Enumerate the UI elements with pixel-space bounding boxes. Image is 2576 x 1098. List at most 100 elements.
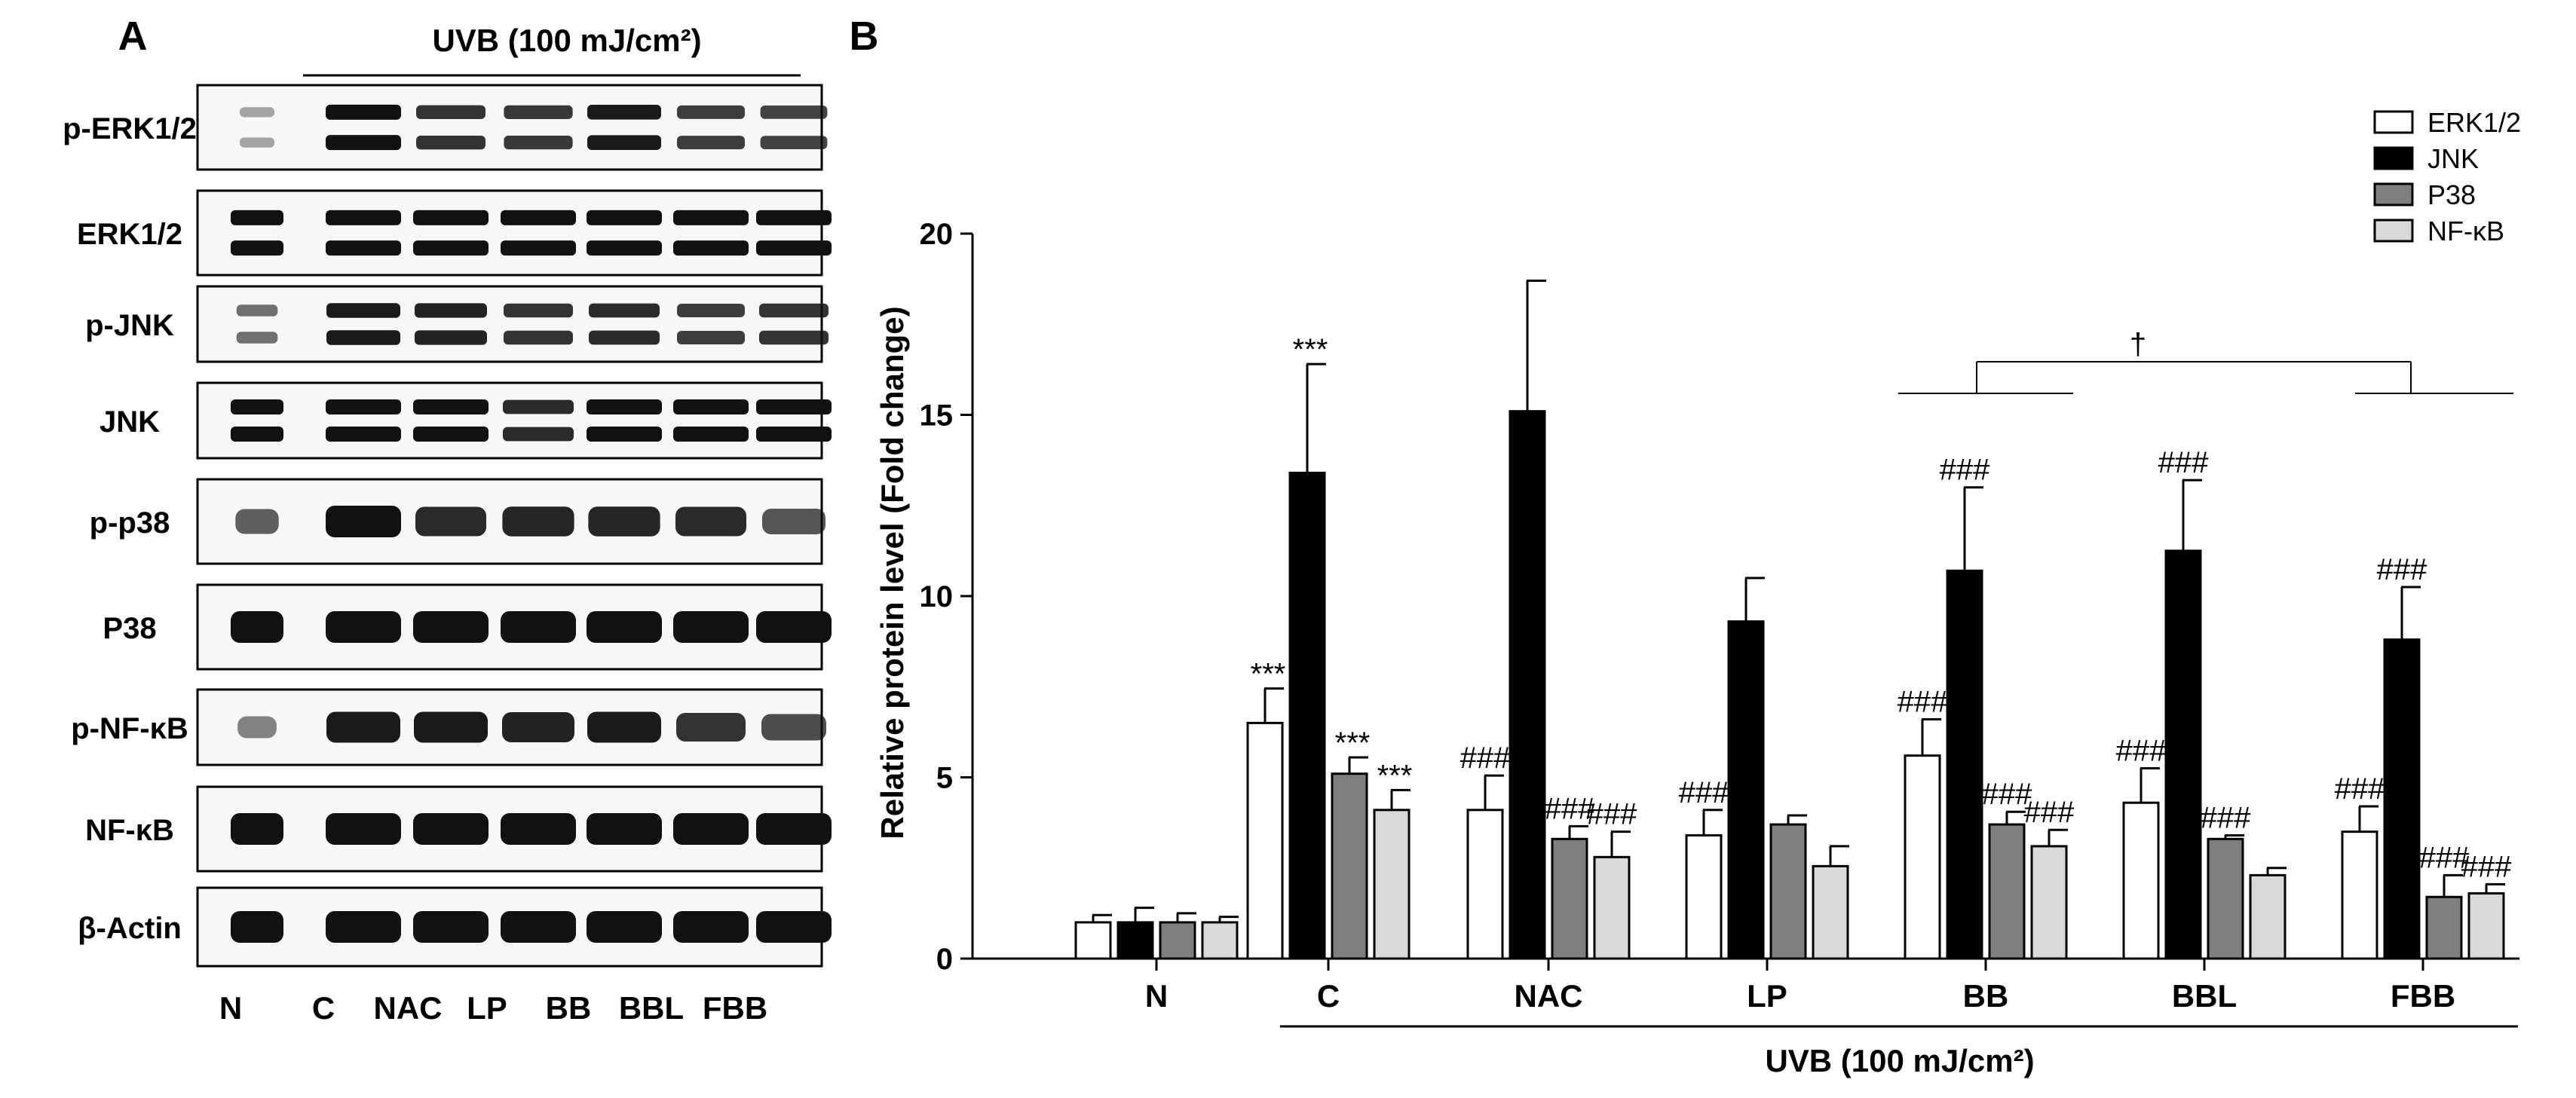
blot-band <box>756 210 832 225</box>
bar <box>2383 638 2421 960</box>
blot-band <box>756 427 832 442</box>
bar <box>1685 833 1723 960</box>
bar <box>1201 921 1239 960</box>
blot-label: β-Actin <box>78 912 182 945</box>
blot-row-p-nf-b: p-NF-κB <box>71 688 826 766</box>
blot-band <box>587 210 662 225</box>
bar <box>2467 892 2505 960</box>
significance-stars: *** <box>1293 333 1328 366</box>
significance-stars: *** <box>1335 726 1371 760</box>
blot-band <box>756 240 832 256</box>
blot-band <box>326 210 401 225</box>
bar <box>1812 864 1849 960</box>
blot-band <box>673 911 749 943</box>
blot-band <box>236 304 278 317</box>
blot-band <box>231 611 283 643</box>
series-nf-b <box>1201 788 2505 960</box>
bar <box>1074 921 1112 960</box>
blot-frame <box>196 381 823 460</box>
blot-band <box>760 136 828 150</box>
blot-band <box>503 399 574 414</box>
blot-band <box>413 399 489 414</box>
bar <box>1373 809 1411 960</box>
x-tick-label-nac: NAC <box>1515 978 1583 1014</box>
x-axis-title: UVB (100 mJ/cm²) <box>1765 1043 2034 1078</box>
blot-band <box>756 911 832 943</box>
lane-label-bb: BB <box>546 990 592 1026</box>
legend: ERK1/2 JNK P38 NF-κB <box>2373 107 2521 246</box>
lane-label-c: C <box>312 990 335 1026</box>
x-tick-label-fbb: FBB <box>2391 978 2455 1014</box>
bar <box>2425 895 2463 960</box>
comparison-bracket: † <box>1898 328 2513 394</box>
blot-band <box>677 304 745 317</box>
blot-band <box>326 711 400 743</box>
blot-label: p-JNK <box>85 309 174 342</box>
y-tick-label: 5 <box>936 762 953 795</box>
bar <box>2030 845 2068 960</box>
blot-band <box>415 330 487 345</box>
bar <box>2164 549 2202 960</box>
lane-label-lp: LP <box>467 990 507 1026</box>
blot-band <box>761 714 826 741</box>
blot-band <box>587 105 661 120</box>
panel-b-bar-chart: B Relative protein level (Fold change) 0… <box>850 14 2522 1078</box>
blot-label: p-p38 <box>90 506 170 540</box>
comparison-symbol: † <box>2130 328 2146 361</box>
blot-band <box>239 137 275 148</box>
significance-hashes: ### <box>2419 841 2470 874</box>
blot-label: ERK1/2 <box>77 218 182 251</box>
bar <box>2122 801 2160 960</box>
x-tick-label-c: C <box>1317 978 1340 1014</box>
lane-label-nac: NAC <box>374 990 443 1026</box>
blot-row-p-erk1-2: p-ERK1/2 <box>63 84 828 171</box>
blot-band <box>413 611 489 643</box>
blot-band <box>231 813 283 845</box>
blot-band <box>416 135 485 150</box>
blot-band <box>759 303 829 318</box>
lane-label-n: N <box>219 990 242 1026</box>
x-tick-label-bb: BB <box>1963 978 2009 1014</box>
legend-label: JNK <box>2427 143 2479 174</box>
blot-band <box>326 240 401 256</box>
significance-hashes: ### <box>1545 792 1595 825</box>
blot-band <box>416 105 485 120</box>
blot-band <box>587 135 661 150</box>
bar <box>2207 837 2244 960</box>
blot-band <box>237 716 277 739</box>
blot-band <box>326 104 401 120</box>
bar <box>1159 921 1196 960</box>
blot-band <box>231 210 283 225</box>
legend-label: ERK1/2 <box>2427 107 2521 138</box>
blot-label: p-NF-κB <box>71 712 188 745</box>
blot-row-nf-b: NF-κB <box>85 785 832 873</box>
blot-row-p-jnk: p-JNK <box>85 285 829 363</box>
blot-band <box>326 399 401 414</box>
significance-hashes: ### <box>1898 686 1948 719</box>
blot-band <box>326 427 401 442</box>
panel-a-treatment-label: UVB (100 mJ/cm²) <box>432 23 701 58</box>
legend-swatch <box>2373 219 2414 243</box>
significance-hashes: ### <box>2377 553 2427 586</box>
blot-band <box>415 303 487 318</box>
blot-band <box>326 813 401 845</box>
blot-band <box>502 712 574 742</box>
significance-stars: *** <box>1251 658 1286 691</box>
blot-band <box>673 813 749 845</box>
bar <box>1246 721 1284 960</box>
blot-band <box>673 240 749 256</box>
bar <box>1904 754 1941 960</box>
blot-band <box>326 135 401 151</box>
blot-band <box>756 611 832 643</box>
blot-band <box>504 330 573 345</box>
blot-band <box>589 303 660 318</box>
blot-band <box>231 427 283 442</box>
blot-band <box>673 210 749 225</box>
blot-band <box>326 330 400 345</box>
blot-band <box>756 399 832 414</box>
significance-annotations: ***###############***### ######***### ####… <box>1251 333 2512 883</box>
significance-hashes: ### <box>2116 734 2167 767</box>
significance-hashes: ### <box>1679 776 1729 809</box>
bar <box>1551 837 1588 960</box>
